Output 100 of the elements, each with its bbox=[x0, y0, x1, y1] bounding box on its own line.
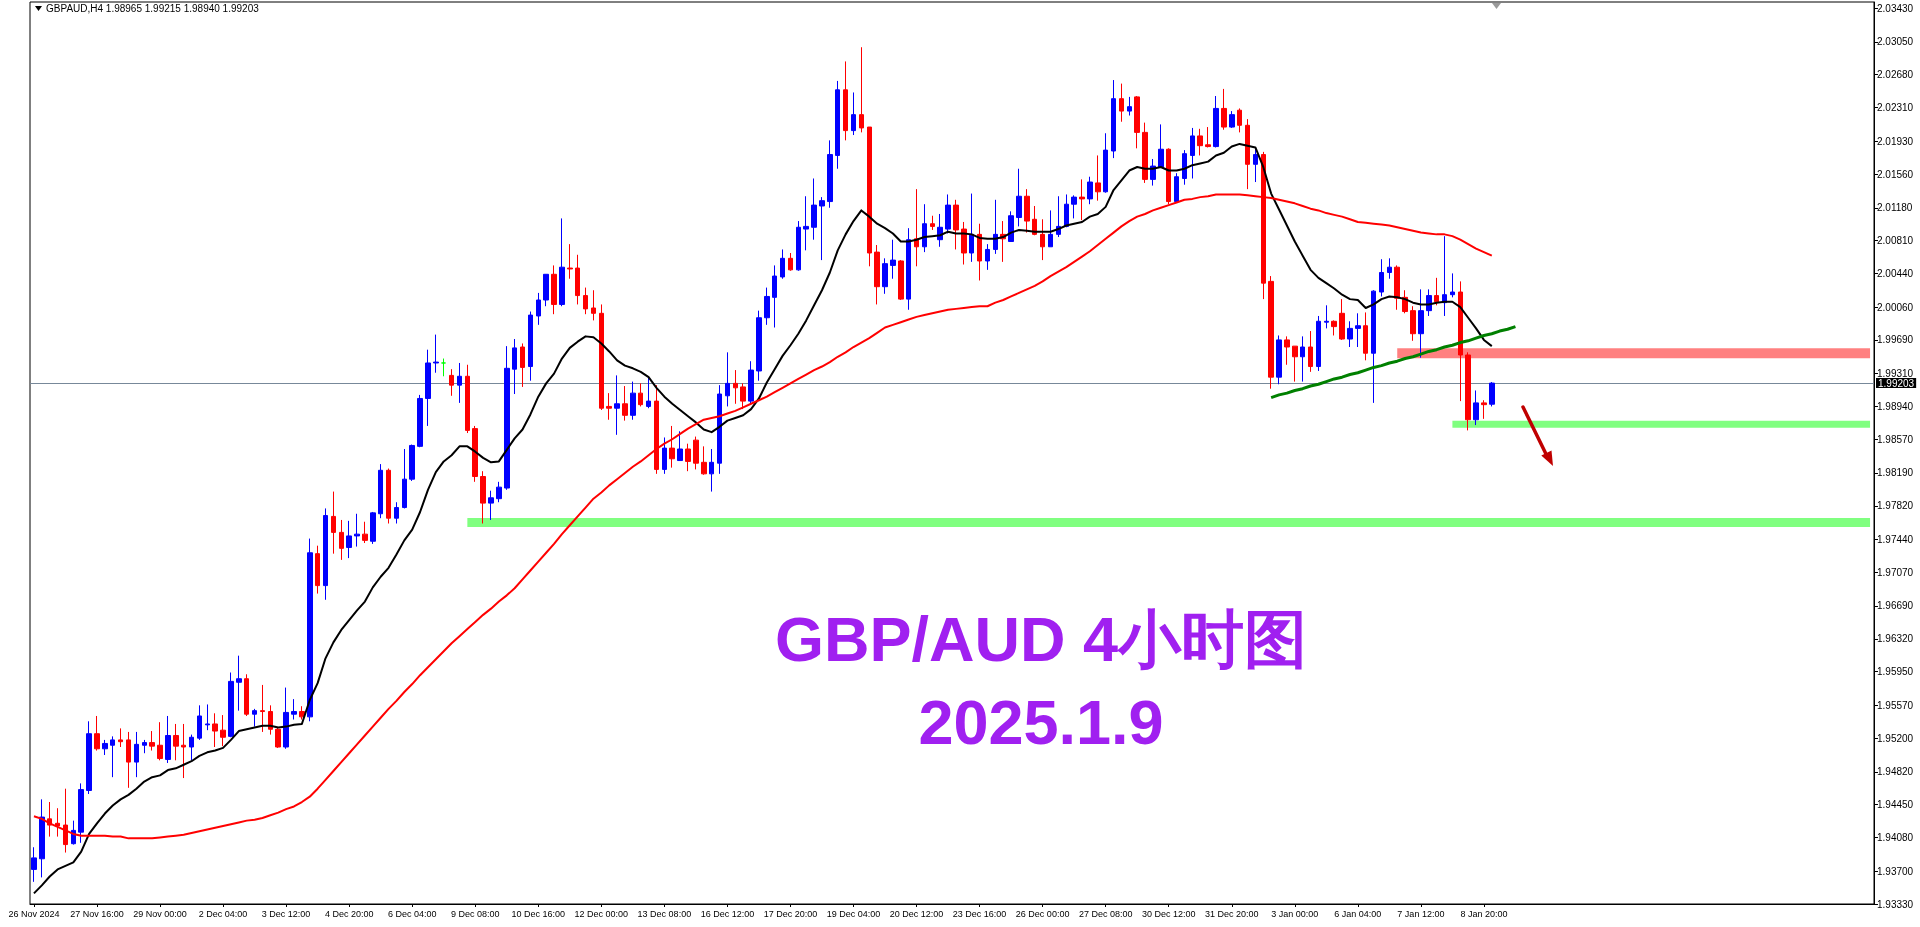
candlestick bbox=[488, 490, 494, 521]
x-tick-label: 6 Jan 04:00 bbox=[1334, 908, 1382, 919]
candlestick bbox=[236, 655, 242, 712]
candlestick bbox=[417, 394, 423, 448]
candlestick bbox=[646, 376, 651, 409]
candlestick bbox=[283, 687, 289, 750]
y-tick-label: 2.01930 bbox=[1877, 135, 1914, 147]
candlestick bbox=[520, 342, 525, 388]
candlestick bbox=[1465, 351, 1471, 431]
candlestick bbox=[354, 513, 360, 548]
candlestick bbox=[480, 470, 486, 525]
candlestick bbox=[543, 273, 549, 307]
candlestick bbox=[764, 287, 770, 326]
candlestick bbox=[1016, 168, 1022, 227]
candlestick bbox=[796, 220, 801, 272]
candlestick bbox=[788, 252, 793, 272]
candlestick bbox=[142, 739, 147, 754]
candlestick bbox=[693, 436, 699, 470]
candlestick bbox=[622, 385, 628, 422]
candlestick bbox=[803, 195, 809, 251]
candlestick bbox=[1308, 330, 1313, 373]
candlestick bbox=[78, 782, 84, 844]
candlestick bbox=[851, 91, 856, 136]
candlestick bbox=[323, 507, 328, 601]
candlestick bbox=[1331, 319, 1337, 336]
candlestick bbox=[1324, 304, 1329, 329]
y-tick-label: 2.00440 bbox=[1877, 267, 1914, 279]
x-tick-label: 23 Dec 16:00 bbox=[952, 908, 1007, 919]
candlestick bbox=[512, 338, 517, 395]
candlestick bbox=[1394, 264, 1400, 311]
y-tick-label: 1.99690 bbox=[1877, 334, 1914, 346]
candlestick bbox=[94, 715, 100, 752]
y-tick-label: 1.95570 bbox=[1877, 699, 1914, 711]
y-tick-label: 1.98940 bbox=[1877, 400, 1914, 412]
x-tick-label: 7 Jan 12:00 bbox=[1397, 908, 1445, 919]
candlestick bbox=[315, 545, 320, 595]
candlestick bbox=[370, 511, 376, 545]
candlestick bbox=[260, 684, 265, 733]
candlestick bbox=[843, 60, 848, 141]
candlestick bbox=[1458, 280, 1463, 402]
candlestick bbox=[496, 481, 502, 503]
candlestick bbox=[31, 846, 37, 883]
candlestick bbox=[220, 714, 226, 747]
candlestick bbox=[1347, 320, 1353, 348]
candlestick bbox=[425, 349, 431, 427]
candlestick bbox=[740, 382, 746, 410]
x-tick-label: 20 Dec 12:00 bbox=[889, 908, 944, 919]
candlestick bbox=[859, 46, 864, 133]
candlestick bbox=[110, 735, 115, 778]
candlestick bbox=[1481, 399, 1487, 420]
candlestick bbox=[212, 712, 218, 748]
candlestick bbox=[748, 360, 754, 406]
candlestick bbox=[1379, 258, 1384, 297]
candlestick bbox=[1134, 95, 1140, 149]
annotation: GBP/AUD 4小时图 bbox=[774, 604, 1308, 674]
y-tick-label: 2.02680 bbox=[1877, 69, 1914, 81]
candlestick bbox=[1048, 209, 1053, 248]
candlestick bbox=[1079, 178, 1085, 221]
candlestick bbox=[275, 727, 281, 749]
candlestick bbox=[630, 381, 636, 421]
candlestick bbox=[575, 254, 580, 305]
candlestick bbox=[701, 445, 707, 476]
candlestick bbox=[181, 723, 186, 779]
candlestick bbox=[1158, 123, 1164, 169]
candlestick bbox=[961, 221, 967, 266]
y-tick-label: 1.96690 bbox=[1877, 600, 1914, 612]
candlestick bbox=[827, 139, 833, 209]
candlestick bbox=[1229, 110, 1235, 129]
candlestick bbox=[882, 257, 888, 295]
y-tick-label: 1.94820 bbox=[1877, 766, 1914, 778]
candlestick bbox=[197, 704, 202, 741]
y-tick-label: 2.02310 bbox=[1877, 102, 1914, 114]
candlestick bbox=[1300, 335, 1305, 383]
candlestick bbox=[772, 264, 777, 328]
candlestick bbox=[969, 193, 974, 263]
y-tick-label: 1.97440 bbox=[1877, 533, 1914, 545]
candlestick bbox=[1442, 235, 1447, 317]
candlestick bbox=[1119, 83, 1124, 123]
candlestick bbox=[86, 720, 92, 795]
candlestick bbox=[157, 721, 163, 761]
candlestick bbox=[811, 178, 817, 241]
candlestick bbox=[1182, 149, 1187, 186]
candlestick bbox=[268, 704, 273, 736]
candlestick bbox=[1339, 298, 1345, 341]
candlestick bbox=[134, 731, 139, 778]
candlestick bbox=[1355, 312, 1361, 348]
x-tick-label: 19 Dec 04:00 bbox=[826, 908, 881, 919]
candlestick bbox=[654, 384, 659, 475]
y-tick-label: 1.97820 bbox=[1877, 500, 1914, 512]
x-tick-label: 31 Dec 20:00 bbox=[1204, 908, 1259, 919]
candlestick bbox=[756, 310, 762, 382]
candlestick bbox=[1095, 154, 1101, 202]
x-tick-label: 26 Nov 2024 bbox=[8, 908, 60, 919]
candlestick bbox=[819, 196, 825, 261]
candlestick bbox=[528, 311, 533, 382]
candlestick bbox=[362, 521, 368, 544]
candlestick bbox=[228, 672, 234, 738]
candlestick bbox=[173, 723, 179, 761]
candlestick bbox=[638, 382, 643, 407]
candlestick bbox=[977, 223, 982, 281]
